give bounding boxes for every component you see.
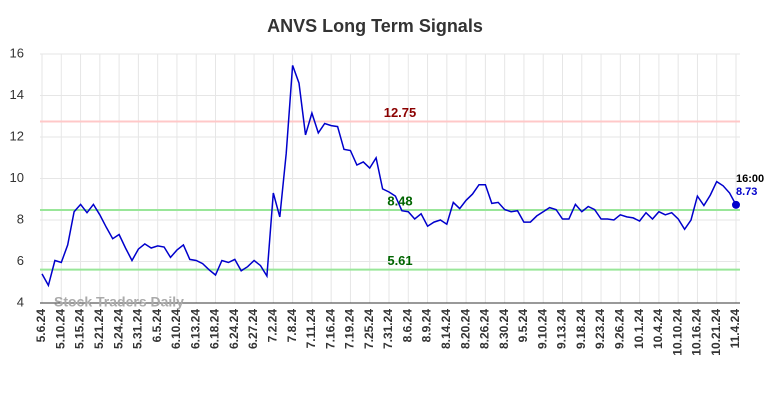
x-tick-label: 10.1.24 bbox=[632, 309, 646, 349]
x-tick-label: 6.24.24 bbox=[227, 309, 241, 349]
x-tick-label: 9.5.24 bbox=[516, 309, 530, 343]
x-tick-label: 7.19.24 bbox=[343, 309, 357, 349]
x-tick-label: 9.10.24 bbox=[535, 309, 549, 349]
last-point bbox=[732, 200, 740, 209]
reference-label: 8.48 bbox=[387, 193, 412, 208]
x-tick-label: 10.21.24 bbox=[709, 309, 723, 356]
x-tick-label: 5.31.24 bbox=[131, 309, 145, 349]
price-line bbox=[41, 65, 737, 288]
x-tick-label: 9.13.24 bbox=[555, 309, 569, 349]
x-tick-label: 6.27.24 bbox=[246, 309, 260, 349]
y-tick-label: 12 bbox=[10, 128, 24, 143]
watermark: Stock Traders Daily bbox=[54, 294, 184, 310]
x-tick-label: 8.6.24 bbox=[400, 309, 414, 343]
x-tick-label: 5.10.24 bbox=[53, 309, 67, 349]
x-tick-label: 8.30.24 bbox=[497, 309, 511, 349]
x-tick-label: 7.8.24 bbox=[285, 309, 299, 343]
x-tick-label: 5.15.24 bbox=[73, 309, 87, 349]
x-tick-label: 8.20.24 bbox=[458, 309, 472, 349]
x-tick-label: 7.16.24 bbox=[323, 309, 337, 349]
x-tick-label: 10.16.24 bbox=[690, 309, 704, 356]
x-tick-label: 9.26.24 bbox=[613, 309, 627, 349]
x-tick-label: 7.11.24 bbox=[304, 309, 318, 349]
x-tick-label: 10.10.24 bbox=[670, 309, 684, 356]
y-tick-label: 8 bbox=[17, 211, 24, 226]
x-tick-label: 7.2.24 bbox=[266, 309, 280, 343]
reference-label: 12.75 bbox=[384, 105, 417, 120]
y-tick-label: 6 bbox=[17, 253, 24, 268]
x-tick-label: 5.6.24 bbox=[34, 309, 48, 343]
reference-label: 5.61 bbox=[387, 253, 412, 268]
x-tick-label: 8.14.24 bbox=[439, 309, 453, 349]
x-tick-label: 6.10.24 bbox=[169, 309, 183, 349]
y-tick-label: 10 bbox=[10, 170, 24, 185]
x-tick-label: 11.4.24 bbox=[728, 309, 742, 349]
y-tick-label: 4 bbox=[17, 294, 24, 309]
y-tick-label: 14 bbox=[10, 87, 24, 102]
last-time: 16:00 bbox=[736, 173, 764, 185]
last-value: 8.73 bbox=[736, 186, 757, 198]
x-tick-label: 6.18.24 bbox=[208, 309, 222, 349]
x-tick-label: 6.13.24 bbox=[188, 309, 202, 349]
x-tick-label: 5.21.24 bbox=[92, 309, 106, 349]
y-tick-label: 16 bbox=[10, 45, 24, 60]
x-tick-label: 7.31.24 bbox=[381, 309, 395, 349]
x-tick-label: 9.18.24 bbox=[574, 309, 588, 349]
x-tick-label: 6.5.24 bbox=[150, 309, 164, 343]
x-tick-label: 10.4.24 bbox=[651, 309, 665, 349]
x-tick-label: 9.23.24 bbox=[593, 309, 607, 349]
x-tick-label: 8.9.24 bbox=[420, 309, 434, 343]
chart-title: ANVS Long Term Signals bbox=[267, 16, 483, 36]
x-tick-label: 8.26.24 bbox=[478, 309, 492, 349]
x-tick-label: 5.24.24 bbox=[111, 309, 125, 349]
x-tick-label: 7.25.24 bbox=[362, 309, 376, 349]
